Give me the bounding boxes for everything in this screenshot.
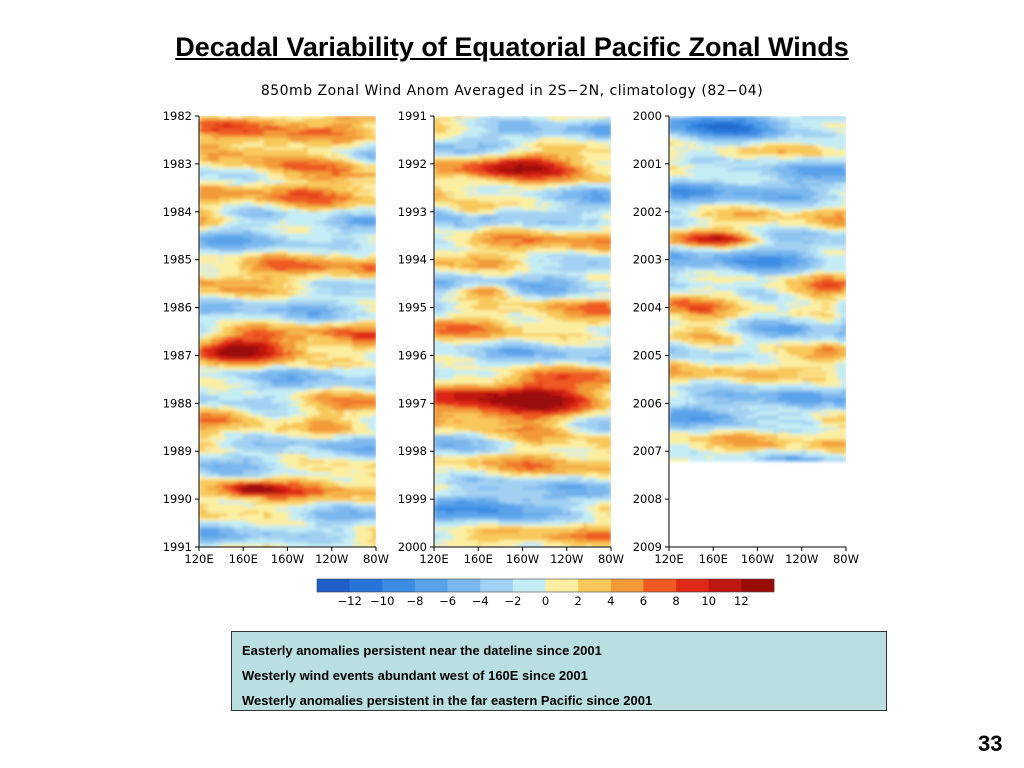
colorbar-swatch xyxy=(676,579,710,592)
y-tick-label: 2006 xyxy=(633,396,662,410)
x-tick-label: 120E xyxy=(654,552,683,566)
note-line-2: Westerly wind events abundant west of 16… xyxy=(242,663,876,688)
y-tick-label: 1996 xyxy=(398,348,427,362)
y-tick-label: 1990 xyxy=(163,492,192,506)
colorbar-tick-label: 0 xyxy=(542,594,549,608)
chart-title: 850mb Zonal Wind Anom Averaged in 2S−2N,… xyxy=(0,83,1024,99)
x-tick-label: 160E xyxy=(464,552,493,566)
x-tick-label: 80W xyxy=(598,552,624,566)
colorbar-swatch xyxy=(447,579,481,592)
colorbar-tick-label: 8 xyxy=(672,594,679,608)
colorbar-swatch xyxy=(349,579,383,592)
y-tick-label: 1988 xyxy=(163,396,192,410)
colorbar-swatch xyxy=(317,579,350,592)
colorbar-tick-label: 4 xyxy=(607,594,614,608)
colorbar-swatch xyxy=(610,579,644,592)
y-tick-label: 1982 xyxy=(163,109,192,123)
colorbar-tick-label: −6 xyxy=(439,594,456,608)
slide-title: Decadal Variability of Equatorial Pacifi… xyxy=(0,32,1024,63)
x-tick-label: 160E xyxy=(229,552,258,566)
colorbar-tick-label: 12 xyxy=(734,594,749,608)
x-tick-label: 160E xyxy=(699,552,728,566)
x-tick-label: 160W xyxy=(741,552,774,566)
notes-box: Easterly anomalies persistent near the d… xyxy=(231,631,887,711)
colorbar-swatch xyxy=(382,579,416,592)
hovmoller-chart: 1982 1983 1984 1985 1986 1987 1988 1989 1990 1991… xyxy=(163,109,859,608)
colorbar: −12 −10 −8 −6 −4 −2 0 2 4 6 8 10 12 xyxy=(316,578,775,608)
y-tick-label: 1987 xyxy=(163,348,192,362)
anomaly-cells xyxy=(669,116,846,462)
y-tick-label: 1983 xyxy=(163,157,192,171)
anomaly-cells xyxy=(199,116,376,547)
y-tick-label: 2005 xyxy=(633,348,662,362)
colorbar-swatch xyxy=(578,579,612,592)
y-tick-label: 2004 xyxy=(633,301,662,315)
y-tick-label: 2001 xyxy=(633,157,662,171)
x-tick-label: 160W xyxy=(271,552,304,566)
y-tick-label: 1994 xyxy=(398,253,427,267)
y-tick-label: 2008 xyxy=(633,492,662,506)
y-tick-label: 2002 xyxy=(633,205,662,219)
y-tick-label: 2009 xyxy=(633,540,662,554)
y-tick-label: 1991 xyxy=(163,540,192,554)
colorbar-swatch xyxy=(741,579,775,592)
colorbar-tick-label: −10 xyxy=(370,594,394,608)
colorbar-swatch xyxy=(708,579,742,592)
colorbar-tick-label: 2 xyxy=(574,594,581,608)
anomaly-cells xyxy=(434,116,611,547)
x-tick-label: 160W xyxy=(506,552,539,566)
y-tick-label: 2000 xyxy=(633,109,662,123)
x-tick-label: 80W xyxy=(363,552,389,566)
hovmoller-panel-1: 1982 1983 1984 1985 1986 1987 1988 1989 1990 1991… xyxy=(163,109,389,566)
colorbar-tick-label: 10 xyxy=(701,594,716,608)
y-tick-label: 1989 xyxy=(163,444,192,458)
note-line-1: Easterly anomalies persistent near the d… xyxy=(242,638,876,663)
colorbar-swatch xyxy=(643,579,677,592)
x-tick-label: 120W xyxy=(550,552,583,566)
y-tick-label: 1986 xyxy=(163,301,192,315)
x-tick-label: 120E xyxy=(184,552,213,566)
y-tick-label: 1991 xyxy=(398,109,427,123)
colorbar-swatch xyxy=(512,579,546,592)
y-tick-label: 2003 xyxy=(633,253,662,267)
hovmoller-panel-3: 2000 2001 2002 2003 2004 2005 2006 2007 2008 2009… xyxy=(633,109,859,566)
colorbar-tick-label: 6 xyxy=(640,594,647,608)
x-tick-label: 120W xyxy=(315,552,348,566)
colorbar-swatch xyxy=(414,579,448,592)
colorbar-tick-label: −2 xyxy=(504,594,521,608)
x-tick-label: 80W xyxy=(833,552,859,566)
colorbar-swatch xyxy=(480,579,514,592)
y-tick-label: 1998 xyxy=(398,444,427,458)
y-tick-label: 2000 xyxy=(398,540,427,554)
x-tick-label: 120W xyxy=(785,552,818,566)
y-tick-label: 1985 xyxy=(163,253,192,267)
y-tick-label: 1995 xyxy=(398,301,427,315)
y-tick-label: 1997 xyxy=(398,396,427,410)
page-number: 33 xyxy=(978,731,1002,757)
hovmoller-panel-2: 1991 1992 1993 1994 1995 1996 1997 1998 1999 2000… xyxy=(398,109,624,566)
x-tick-label: 120E xyxy=(419,552,448,566)
colorbar-tick-label: −8 xyxy=(406,594,423,608)
y-tick-label: 1984 xyxy=(163,205,192,219)
y-tick-label: 1992 xyxy=(398,157,427,171)
y-tick-label: 1999 xyxy=(398,492,427,506)
note-line-3: Westerly anomalies persistent in the far… xyxy=(242,688,876,713)
colorbar-tick-label: −4 xyxy=(472,594,489,608)
y-tick-label: 2007 xyxy=(633,444,662,458)
colorbar-swatch xyxy=(545,579,579,592)
colorbar-tick-label: −12 xyxy=(338,594,362,608)
y-tick-label: 1993 xyxy=(398,205,427,219)
